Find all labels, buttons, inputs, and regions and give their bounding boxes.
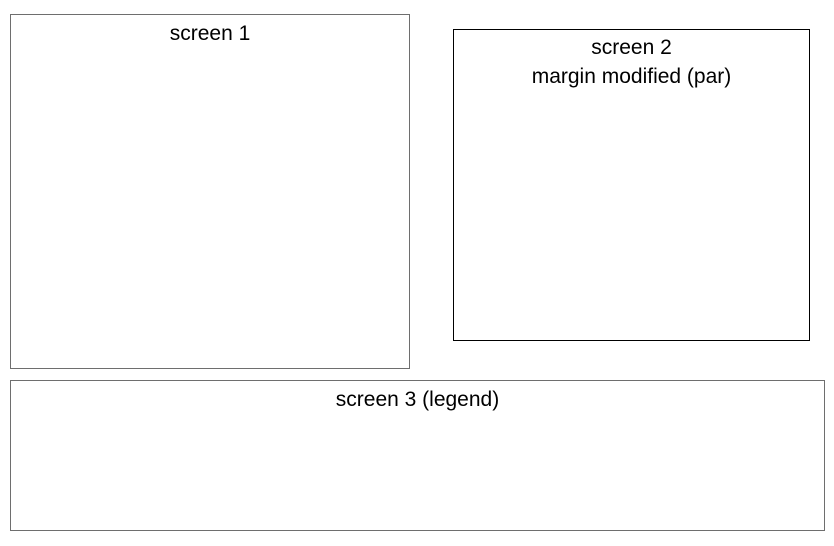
screen-1-panel: screen 1 [10, 14, 410, 369]
screen-2-title: screen 2 [591, 36, 672, 59]
screen-2-subtitle: margin modified (par) [531, 65, 732, 88]
screen-3-title: screen 3 (legend) [335, 388, 500, 411]
screen-2-panel: screen 2 margin modified (par) [453, 29, 810, 341]
screen-3-legend-panel: screen 3 (legend) [10, 380, 825, 531]
screen-1-title: screen 1 [169, 22, 251, 45]
